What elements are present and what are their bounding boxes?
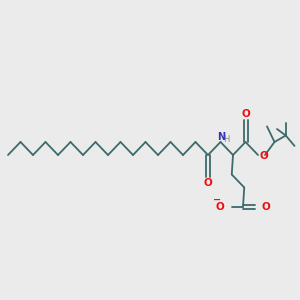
Text: −: − (213, 195, 222, 205)
Text: O: O (262, 202, 270, 212)
Text: H: H (223, 136, 230, 145)
Text: O: O (241, 109, 250, 119)
Text: O: O (204, 178, 212, 188)
Text: O: O (260, 151, 269, 161)
Text: O: O (216, 202, 224, 212)
Text: N: N (218, 132, 226, 142)
